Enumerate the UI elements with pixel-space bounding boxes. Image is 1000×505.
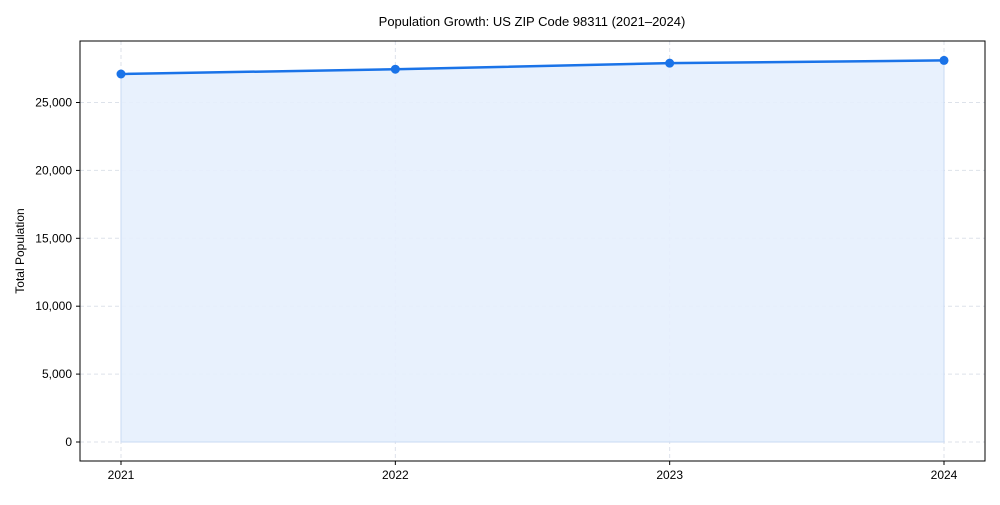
data-point [939, 55, 949, 65]
x-tick-label: 2022 [382, 468, 409, 482]
y-tick-label: 25,000 [35, 96, 72, 110]
chart-title: Population Growth: US ZIP Code 98311 (20… [379, 14, 686, 29]
y-tick-label: 5,000 [42, 367, 72, 381]
plot-frame [79, 40, 986, 462]
x-tick-label: 2021 [108, 468, 135, 482]
x-tick-label: 2024 [931, 468, 958, 482]
data-point [665, 58, 675, 68]
x-tick-label: 2023 [656, 468, 683, 482]
data-point [116, 69, 126, 79]
y-tick-label: 15,000 [35, 231, 72, 245]
y-axis-label: Total Population [13, 208, 27, 293]
y-tick-label: 0 [65, 435, 72, 449]
area-fill [120, 59, 945, 443]
y-tick-label: 10,000 [35, 299, 72, 313]
data-point [390, 64, 400, 74]
series-line [120, 59, 945, 76]
y-tick-label: 20,000 [35, 163, 72, 177]
